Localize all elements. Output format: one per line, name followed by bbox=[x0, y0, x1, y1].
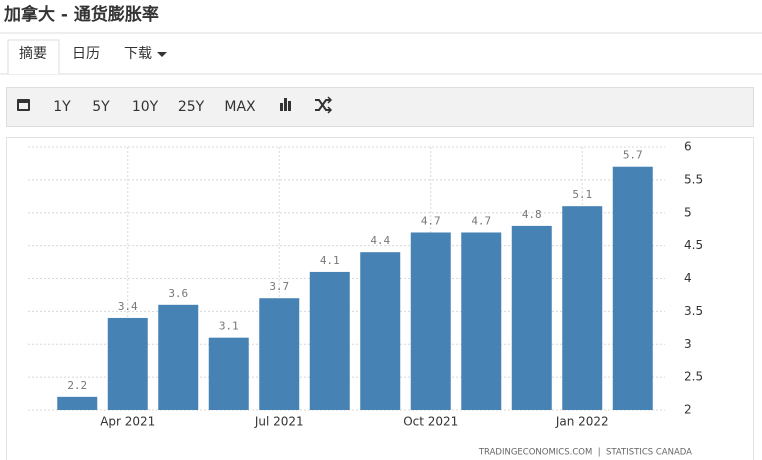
x-tick-label: Jul 2021 bbox=[254, 415, 304, 429]
bar bbox=[309, 271, 350, 410]
range-button[interactable]: 10Y bbox=[132, 99, 159, 115]
toolbar bbox=[6, 87, 754, 127]
value-label: 3.7 bbox=[269, 280, 289, 293]
source-note: TRADINGECONOMICS.COM | STATISTICS CANADA bbox=[478, 448, 692, 458]
value-label: 4.1 bbox=[320, 254, 340, 267]
value-label: 5.1 bbox=[572, 188, 592, 201]
bar-chart-icon[interactable] bbox=[280, 98, 291, 111]
range-button[interactable]: 5Y bbox=[92, 99, 110, 115]
value-label: 4.4 bbox=[370, 234, 390, 247]
bar bbox=[158, 304, 199, 410]
bar bbox=[259, 298, 300, 410]
dropdown-caret bbox=[157, 52, 167, 57]
y-tick-label: 5 bbox=[684, 205, 692, 219]
tab[interactable]: 下载 bbox=[124, 46, 152, 62]
y-tick-label: 2 bbox=[684, 403, 692, 417]
value-label: 5.7 bbox=[623, 149, 643, 162]
y-tick-label: 3.5 bbox=[684, 304, 703, 318]
y-tick-label: 6 bbox=[684, 140, 692, 154]
value-label: 3.4 bbox=[118, 300, 138, 313]
value-label: 4.8 bbox=[522, 208, 542, 221]
active-tab-frame bbox=[7, 39, 60, 74]
bar bbox=[57, 396, 98, 410]
calendar-icon[interactable] bbox=[17, 99, 30, 111]
bar bbox=[511, 225, 552, 410]
chart-card bbox=[6, 137, 754, 460]
bar bbox=[107, 317, 148, 410]
y-tick-label: 4 bbox=[684, 271, 692, 285]
value-label: 3.1 bbox=[219, 320, 239, 333]
range-button[interactable]: MAX bbox=[224, 99, 256, 115]
y-tick-label: 3 bbox=[684, 337, 692, 351]
x-tick-label: Jan 2022 bbox=[555, 415, 609, 429]
y-tick-label: 5.5 bbox=[684, 172, 703, 186]
bar bbox=[612, 166, 653, 410]
y-tick-label: 4.5 bbox=[684, 238, 703, 252]
bar bbox=[410, 232, 451, 410]
bar bbox=[360, 252, 401, 410]
title-bar bbox=[0, 0, 762, 32]
tab[interactable]: 日历 bbox=[72, 46, 100, 62]
range-button[interactable]: 1Y bbox=[53, 99, 71, 115]
x-tick-label: Oct 2021 bbox=[403, 415, 458, 429]
value-label: 4.7 bbox=[421, 214, 441, 227]
value-label: 3.6 bbox=[168, 287, 188, 300]
range-button[interactable]: 25Y bbox=[178, 99, 205, 115]
y-tick-label: 2.5 bbox=[684, 370, 703, 384]
value-label: 4.7 bbox=[471, 214, 491, 227]
tab[interactable]: 摘要 bbox=[19, 45, 47, 62]
value-label: 2.2 bbox=[67, 379, 87, 392]
page-title: 加拿大 - 通货膨胀率 bbox=[3, 4, 159, 25]
shuffle-icon[interactable] bbox=[315, 96, 333, 114]
bar bbox=[562, 206, 603, 410]
bar bbox=[208, 337, 249, 410]
bar bbox=[461, 232, 502, 410]
x-tick-label: Apr 2021 bbox=[100, 415, 155, 429]
